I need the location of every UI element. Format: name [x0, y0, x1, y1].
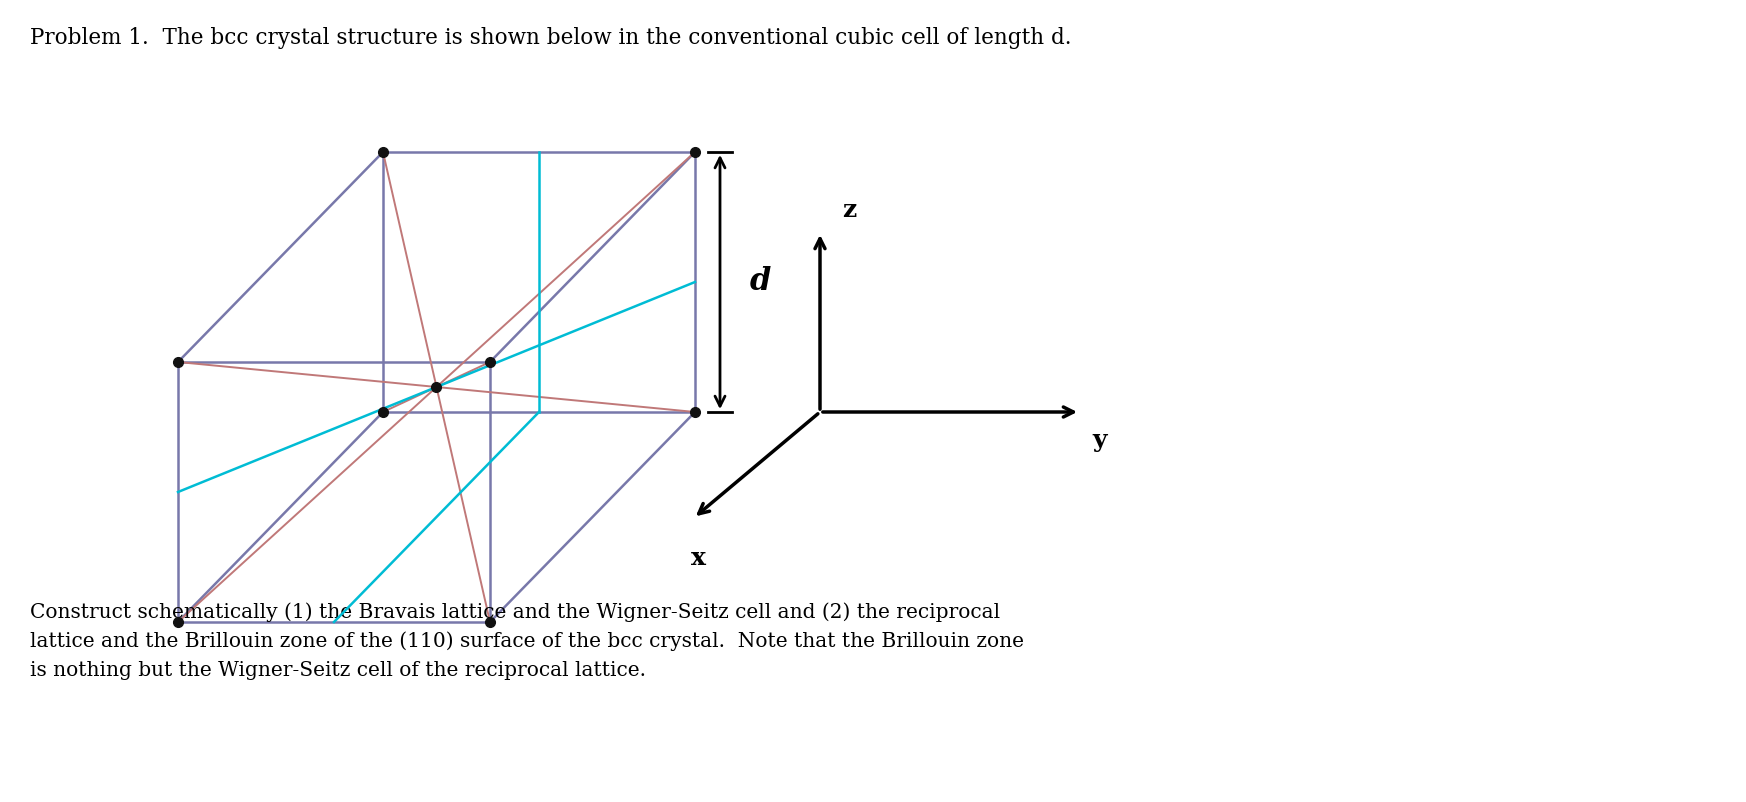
- Text: Problem 1.  The bcc crystal structure is shown below in the conventional cubic c: Problem 1. The bcc crystal structure is …: [30, 27, 1072, 49]
- Text: y: y: [1091, 428, 1107, 452]
- Text: Construct schematically (1) the Bravais lattice and the Wigner-Seitz cell and (2: Construct schematically (1) the Bravais …: [30, 602, 1023, 680]
- Text: d: d: [751, 266, 772, 298]
- Text: x: x: [691, 546, 705, 570]
- Text: z: z: [842, 198, 856, 222]
